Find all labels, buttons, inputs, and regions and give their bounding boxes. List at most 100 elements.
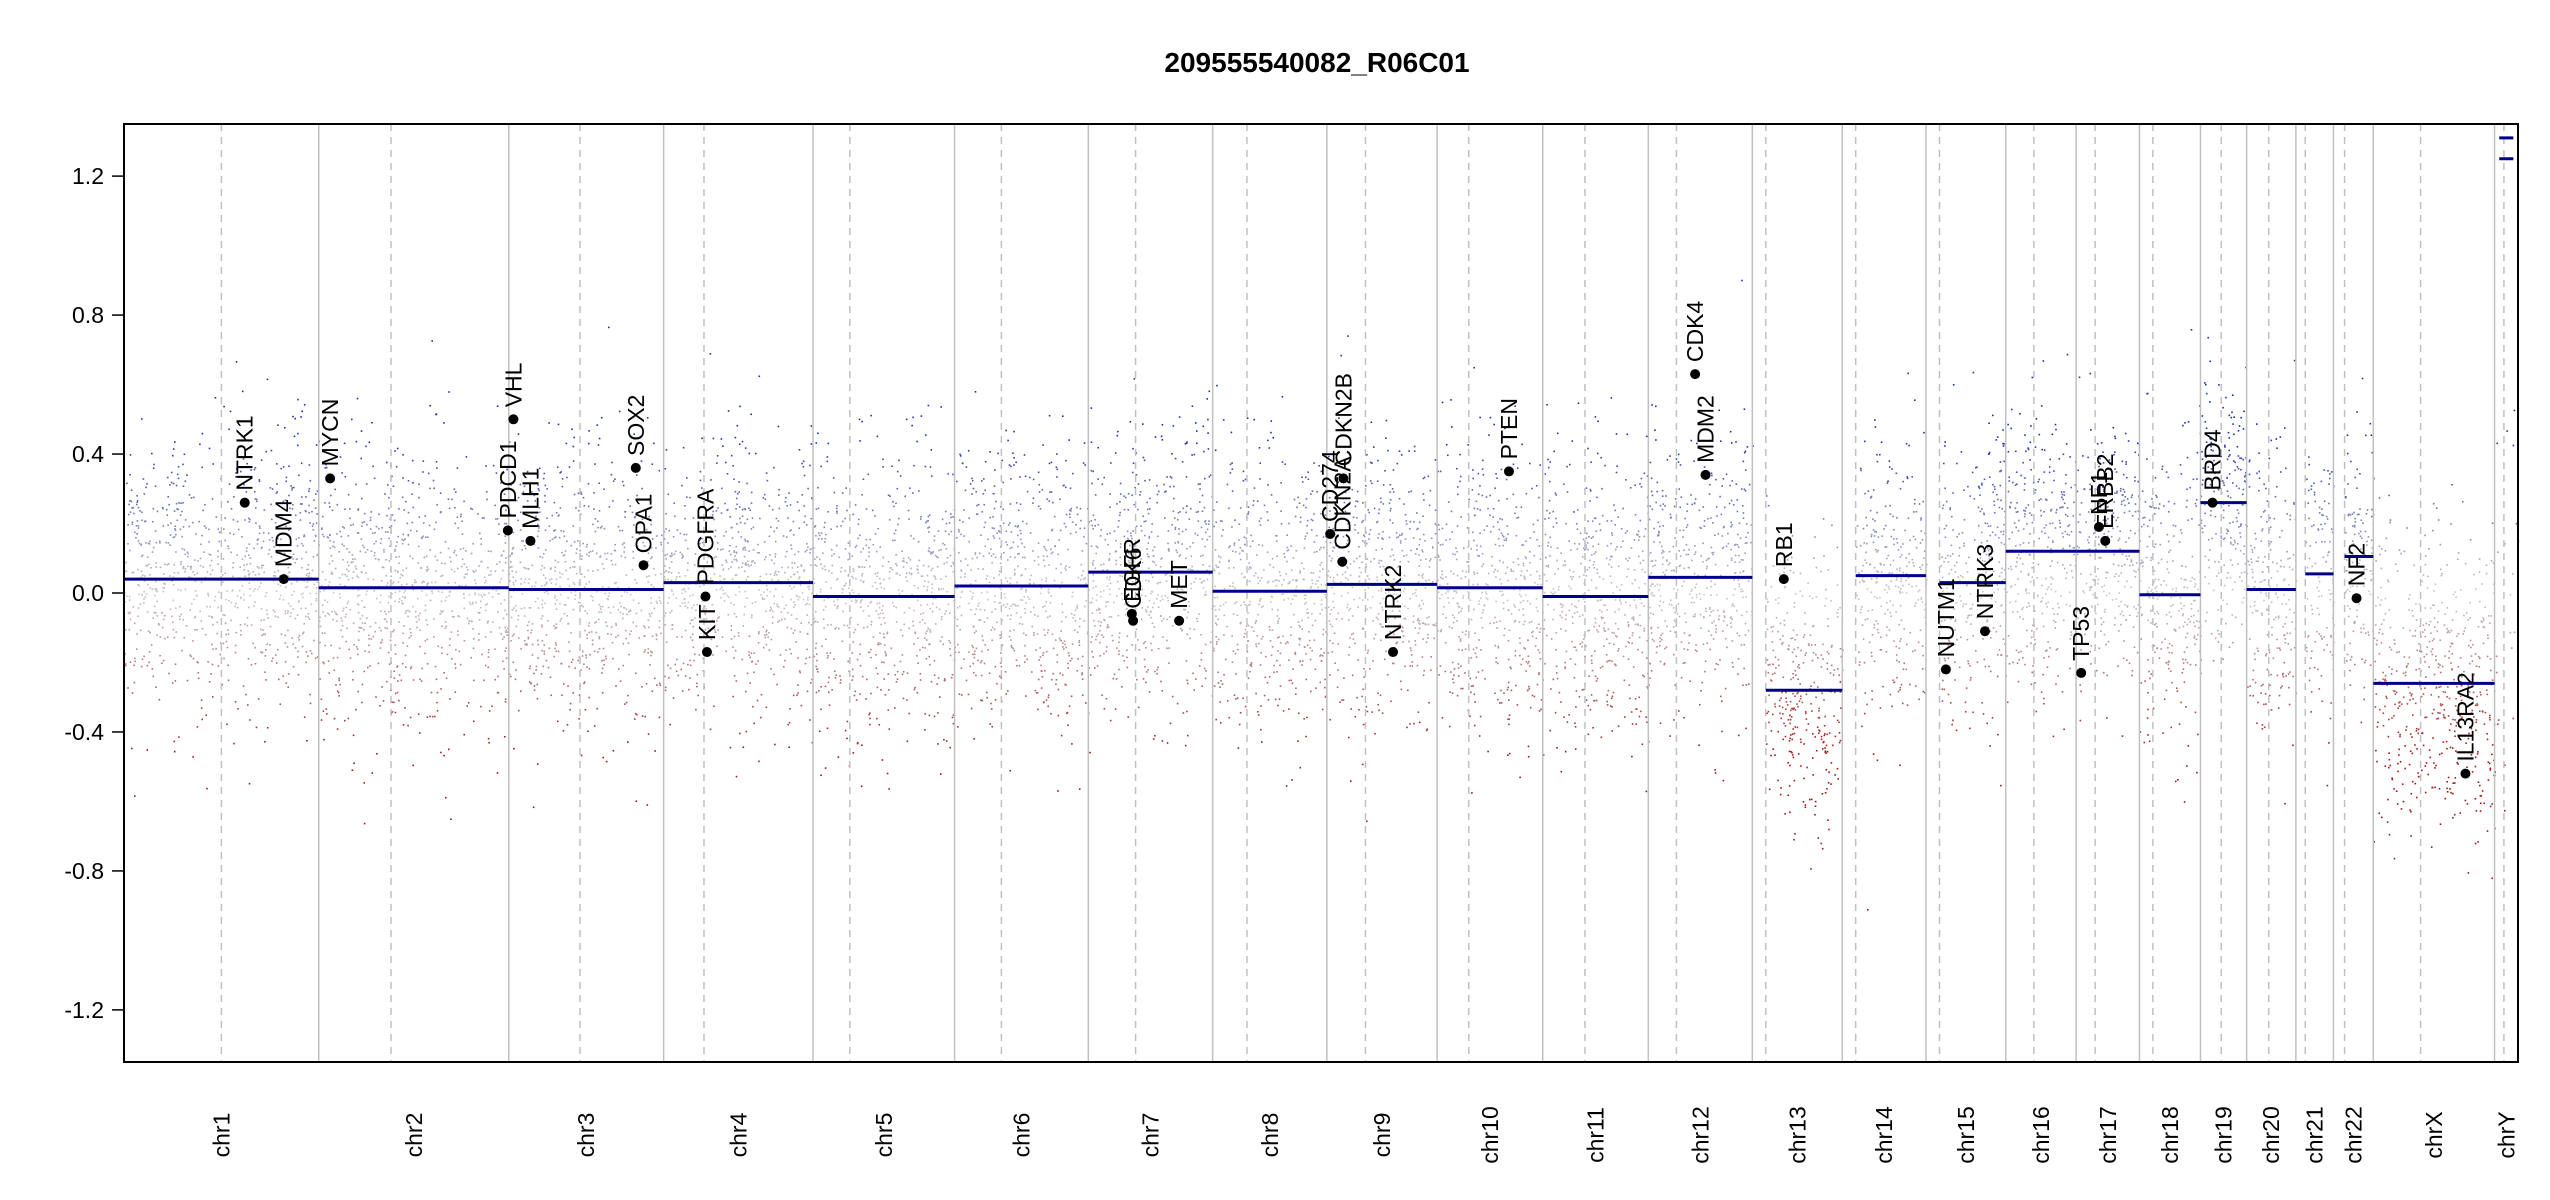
probe-point (669, 555, 671, 557)
probe-point (1152, 635, 1155, 638)
probe-point (905, 561, 908, 564)
probe-point (1271, 557, 1274, 560)
probe-point (1148, 691, 1151, 693)
probe-point (712, 654, 714, 656)
probe-point (537, 523, 539, 526)
probe-point (924, 580, 926, 583)
probe-point (1110, 462, 1112, 464)
probe-point (847, 575, 850, 577)
probe-point (246, 616, 249, 619)
probe-point (1037, 471, 1040, 474)
probe-point (210, 559, 213, 562)
probe-point (314, 534, 317, 537)
probe-point (478, 639, 480, 641)
probe-point (1144, 534, 1146, 537)
probe-point (856, 658, 859, 661)
probe-point (716, 455, 719, 457)
probe-point (357, 509, 359, 511)
probe-point (403, 509, 405, 511)
probe-point (389, 545, 391, 547)
probe-point (150, 644, 153, 646)
probe-point (538, 489, 540, 492)
probe-point (803, 570, 805, 573)
probe-point (858, 418, 861, 421)
probe-point (554, 597, 556, 599)
probe-point (380, 641, 383, 644)
probe-point (279, 594, 282, 597)
probe-point (1272, 580, 1274, 583)
probe-point (1272, 566, 1275, 569)
probe-point (458, 585, 461, 587)
probe-point (1071, 743, 1073, 745)
probe-point (246, 563, 248, 566)
probe-point (394, 550, 396, 552)
probe-point (201, 534, 203, 537)
probe-point (228, 599, 230, 602)
probe-point (844, 584, 846, 587)
probe-point (1170, 477, 1173, 479)
probe-point (641, 715, 644, 717)
probe-point (579, 602, 581, 604)
probe-point (988, 552, 991, 555)
probe-point (756, 551, 759, 554)
probe-point (591, 596, 594, 598)
probe-point (760, 693, 763, 696)
probe-point (398, 555, 401, 558)
probe-point (1105, 601, 1107, 603)
probe-point (773, 574, 776, 576)
probe-point (872, 509, 874, 512)
probe-point (1173, 497, 1175, 500)
probe-point (795, 594, 798, 597)
probe-point (669, 611, 672, 614)
probe-point (1234, 587, 1237, 589)
probe-point (1108, 578, 1111, 581)
probe-point (253, 605, 255, 607)
probe-point (681, 690, 684, 692)
probe-point (463, 597, 465, 599)
probe-point (716, 542, 719, 544)
probe-point (583, 505, 586, 507)
probe-point (1094, 494, 1097, 496)
probe-point (1021, 542, 1023, 545)
probe-point (958, 605, 961, 608)
probe-point (851, 575, 853, 578)
probe-point (131, 571, 133, 574)
probe-point (1249, 670, 1251, 673)
probe-point (280, 517, 283, 520)
probe-point (895, 681, 898, 683)
probe-point (643, 635, 646, 637)
probe-point (684, 539, 687, 542)
probe-point (869, 565, 871, 568)
probe-point (512, 583, 515, 586)
probe-point (594, 463, 596, 465)
probe-point (1101, 694, 1103, 697)
probe-point (519, 561, 522, 564)
probe-point (883, 587, 886, 590)
probe-point (345, 606, 348, 609)
probe-point (958, 651, 960, 654)
probe-point (155, 589, 157, 592)
probe-point (308, 575, 310, 577)
probe-point (515, 605, 517, 607)
probe-point (1062, 484, 1065, 487)
probe-point (397, 581, 400, 583)
probe-point (1226, 700, 1229, 702)
probe-point (770, 559, 773, 561)
probe-point (671, 554, 673, 557)
probe-point (248, 574, 250, 576)
probe-point (1109, 506, 1111, 508)
probe-point (1161, 690, 1164, 692)
probe-point (814, 525, 817, 527)
probe-point (969, 483, 972, 485)
probe-point (294, 617, 297, 620)
probe-point (544, 602, 546, 605)
probe-point (1165, 573, 1168, 575)
probe-point (471, 508, 474, 511)
probe-point (1025, 588, 1027, 591)
probe-point (394, 644, 397, 646)
probe-point (364, 650, 366, 652)
probe-point (766, 594, 768, 597)
probe-point (889, 567, 892, 569)
probe-point (1047, 629, 1049, 631)
probe-point (220, 576, 222, 578)
